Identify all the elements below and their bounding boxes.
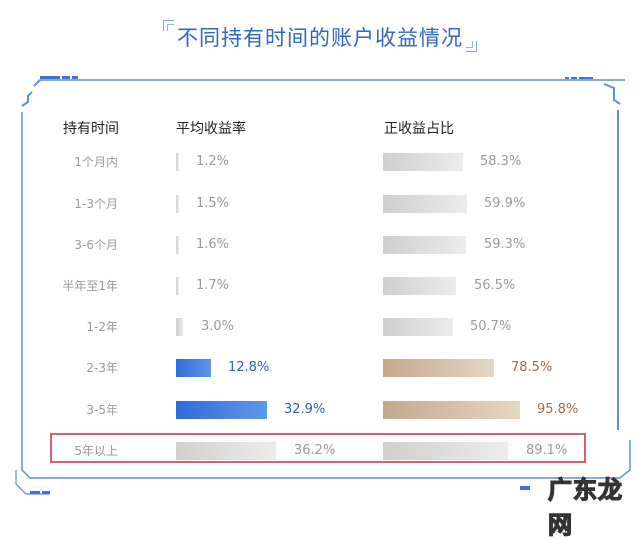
positive-ratio-bar [383, 195, 467, 213]
header-avg-return: 平均收益率 [176, 121, 246, 137]
period-label: 3-5年 [86, 403, 118, 417]
positive-ratio-value: 56.5% [474, 278, 516, 293]
positive-ratio-bar [383, 401, 520, 419]
avg-return-bar [176, 359, 211, 377]
avg-return-bar [176, 195, 179, 213]
period-label: 半年至1年 [62, 279, 118, 293]
positive-ratio-value: 58.3% [480, 154, 522, 169]
decorative-frame [15, 76, 631, 495]
period-label: 5年以上 [74, 444, 118, 458]
table-row: 1个月内 1.2% 58.3% [0, 152, 640, 172]
period-label: 3-6个月 [74, 238, 118, 252]
chart-title: 不同持有时间的账户收益情况 [163, 20, 477, 52]
avg-return-value: 1.7% [196, 278, 230, 293]
avg-return-bar [176, 442, 276, 460]
positive-ratio-value: 95.8% [537, 402, 579, 417]
positive-ratio-bar [383, 153, 463, 171]
period-label: 1个月内 [74, 155, 118, 169]
title-corner-bracket-icon [163, 20, 174, 31]
positive-ratio-bar [383, 277, 456, 295]
avg-return-value: 32.9% [284, 402, 326, 417]
positive-ratio-value: 59.3% [484, 237, 526, 252]
avg-return-bar [176, 277, 179, 295]
table-row: 3-6个月 1.6% 59.3% [0, 235, 640, 255]
avg-return-value: 1.6% [196, 237, 230, 252]
header-positive-ratio: 正收益占比 [384, 121, 454, 137]
table-row: 2-3年 12.8% 78.5% [0, 358, 640, 378]
table-row: 1-3个月 1.5% 59.9% [0, 194, 640, 214]
title-corner-bracket-icon [466, 41, 477, 52]
table-row: 1-2年 3.0% 50.7% [0, 317, 640, 337]
positive-ratio-bar [383, 318, 453, 336]
positive-ratio-bar [383, 359, 494, 377]
positive-ratio-bar [383, 236, 466, 254]
positive-ratio-value: 78.5% [511, 360, 553, 375]
avg-return-value: 1.2% [196, 154, 230, 169]
positive-ratio-value: 89.1% [526, 443, 568, 458]
avg-return-value: 1.5% [196, 196, 230, 211]
avg-return-bar [176, 236, 179, 254]
avg-return-value: 3.0% [201, 319, 235, 334]
avg-return-bar [176, 401, 267, 419]
positive-ratio-value: 59.9% [484, 196, 526, 211]
table-row: 半年至1年 1.7% 56.5% [0, 276, 640, 296]
chart-title-text: 不同持有时间的账户收益情况 [177, 26, 463, 50]
positive-ratio-bar [383, 442, 508, 460]
avg-return-value: 12.8% [228, 360, 270, 375]
avg-return-value: 36.2% [294, 443, 336, 458]
table-row-highlighted: 5年以上 36.2% 89.1% [0, 441, 640, 461]
period-label: 1-2年 [86, 320, 118, 334]
period-label: 1-3个月 [74, 197, 118, 211]
table-row: 3-5年 32.9% 95.8% [0, 400, 640, 420]
avg-return-bar [176, 153, 179, 171]
avg-return-bar [176, 318, 183, 336]
period-label: 2-3年 [86, 361, 118, 375]
highlight-box [50, 433, 586, 463]
header-period: 持有时间 [63, 121, 119, 137]
positive-ratio-value: 50.7% [470, 319, 512, 334]
chart-title-wrap: 不同持有时间的账户收益情况 [0, 20, 640, 52]
watermark-text: 广东龙网 [547, 475, 623, 539]
